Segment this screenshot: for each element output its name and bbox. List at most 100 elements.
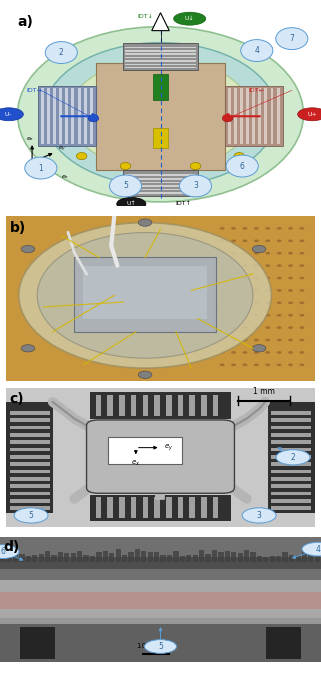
- Bar: [83, 556, 89, 562]
- Circle shape: [120, 163, 131, 169]
- Circle shape: [220, 302, 225, 304]
- Bar: [123, 170, 198, 196]
- Bar: [126, 178, 195, 180]
- Circle shape: [265, 227, 270, 230]
- Circle shape: [242, 364, 247, 366]
- Bar: [166, 395, 172, 416]
- Circle shape: [242, 289, 247, 292]
- Bar: [126, 174, 195, 176]
- Bar: [108, 395, 113, 416]
- Bar: [272, 492, 311, 495]
- Circle shape: [277, 289, 282, 292]
- Circle shape: [277, 240, 282, 242]
- Circle shape: [220, 326, 225, 329]
- Circle shape: [231, 326, 236, 329]
- Circle shape: [231, 314, 236, 317]
- Bar: [258, 88, 261, 144]
- Circle shape: [299, 351, 304, 354]
- Bar: [122, 555, 127, 562]
- Circle shape: [254, 326, 259, 329]
- Circle shape: [231, 227, 236, 230]
- Bar: [271, 88, 273, 144]
- Circle shape: [277, 339, 282, 342]
- Bar: [45, 551, 50, 562]
- Bar: [126, 60, 195, 61]
- Circle shape: [288, 326, 293, 329]
- Bar: [108, 497, 113, 518]
- Bar: [126, 67, 195, 68]
- Bar: [126, 185, 195, 187]
- Circle shape: [299, 302, 304, 304]
- Bar: [71, 553, 76, 562]
- Circle shape: [242, 314, 247, 317]
- Text: 5: 5: [29, 511, 33, 520]
- Bar: [47, 88, 50, 144]
- Circle shape: [277, 252, 282, 254]
- Bar: [272, 462, 311, 466]
- Bar: [59, 88, 62, 144]
- Bar: [38, 86, 96, 146]
- Circle shape: [265, 302, 270, 304]
- Circle shape: [265, 265, 270, 267]
- Text: $e_z$: $e_z$: [26, 135, 34, 143]
- Bar: [238, 553, 243, 562]
- Circle shape: [231, 252, 236, 254]
- Ellipse shape: [37, 232, 253, 358]
- Bar: [10, 455, 49, 458]
- Bar: [213, 395, 218, 416]
- Bar: [272, 426, 311, 429]
- Circle shape: [265, 326, 270, 329]
- Circle shape: [220, 277, 225, 279]
- Circle shape: [299, 227, 304, 230]
- Bar: [41, 88, 44, 144]
- Ellipse shape: [44, 43, 277, 186]
- Bar: [126, 192, 195, 194]
- Bar: [246, 88, 249, 144]
- Bar: [268, 402, 315, 513]
- Bar: [234, 88, 237, 144]
- Circle shape: [0, 545, 19, 558]
- Circle shape: [265, 351, 270, 354]
- Bar: [83, 266, 207, 319]
- Bar: [265, 88, 267, 144]
- Circle shape: [76, 153, 87, 160]
- Circle shape: [288, 265, 293, 267]
- Circle shape: [45, 42, 77, 63]
- Text: U↑: U↑: [126, 201, 136, 207]
- Bar: [295, 556, 300, 562]
- Bar: [128, 552, 134, 562]
- Circle shape: [299, 339, 304, 342]
- Text: U+: U+: [308, 112, 317, 117]
- Bar: [0, 552, 5, 562]
- Text: 100 μm: 100 μm: [137, 643, 164, 649]
- Text: 2: 2: [59, 48, 64, 57]
- Text: IDT←: IDT←: [248, 88, 264, 93]
- Bar: [26, 556, 31, 562]
- Circle shape: [226, 155, 258, 177]
- Bar: [289, 555, 294, 562]
- FancyBboxPatch shape: [87, 420, 234, 493]
- Circle shape: [231, 364, 236, 366]
- Bar: [90, 556, 95, 562]
- Circle shape: [254, 364, 259, 366]
- Bar: [225, 551, 230, 562]
- Circle shape: [299, 252, 304, 254]
- Bar: [10, 426, 49, 429]
- Bar: [131, 497, 136, 518]
- Bar: [13, 550, 18, 562]
- Bar: [272, 477, 311, 481]
- Bar: [257, 556, 262, 562]
- Text: 5: 5: [123, 182, 128, 190]
- Text: IDT→: IDT→: [26, 88, 42, 93]
- Circle shape: [299, 364, 304, 366]
- Circle shape: [265, 252, 270, 254]
- Bar: [72, 88, 74, 144]
- Bar: [10, 485, 49, 488]
- Bar: [178, 497, 183, 518]
- Bar: [153, 74, 168, 101]
- Circle shape: [265, 277, 270, 279]
- Bar: [19, 554, 24, 562]
- Bar: [103, 551, 108, 562]
- Circle shape: [302, 542, 321, 556]
- Circle shape: [288, 351, 293, 354]
